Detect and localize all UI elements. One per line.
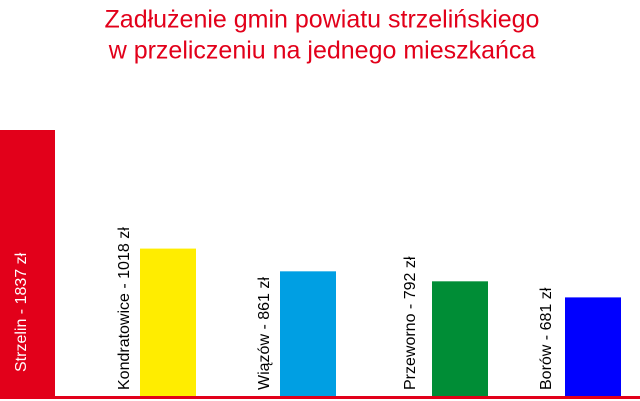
bar bbox=[0, 130, 55, 396]
bar bbox=[280, 271, 336, 396]
bar-label: Strzelin - 1837 zł bbox=[13, 252, 30, 372]
bar-label: Kondratowice - 1018 zł bbox=[116, 227, 133, 390]
bar-label: Wiązów - 861 zł bbox=[256, 277, 273, 390]
chart-title: Zadłużenie gmin powiatu strzelińskiego bbox=[105, 6, 540, 34]
chart-title: w przeliczeniu na jednego mieszkańca bbox=[108, 37, 536, 65]
bar-label: Przeworno - 792 zł bbox=[402, 256, 419, 390]
bar-label: Borów - 681 zł bbox=[538, 287, 555, 390]
bar bbox=[565, 297, 621, 396]
bar bbox=[432, 281, 488, 396]
bar bbox=[140, 248, 196, 396]
